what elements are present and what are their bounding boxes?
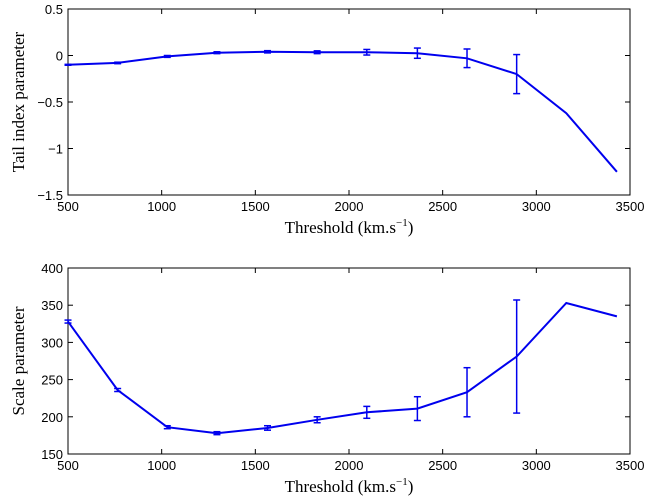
y-axis-label: Tail index parameter (9, 31, 28, 172)
error-bar (163, 54, 171, 59)
error-bar (163, 424, 171, 430)
series-line (67, 301, 618, 435)
error-bar (114, 61, 122, 65)
y-tick-label: −1.5 (37, 188, 63, 203)
y-tick-label: −0.5 (37, 95, 63, 110)
error-bar (413, 395, 421, 422)
error-bar (363, 48, 371, 56)
x-tick-label: 2500 (428, 199, 457, 214)
error-bar (313, 50, 321, 55)
y-tick-label: 150 (41, 447, 63, 462)
chart-panel-2: 500 1000 1500 2000 2500 3000 3500 150 200 250 300 3… (9, 261, 644, 496)
error-bar (413, 47, 421, 60)
error-bar (114, 387, 122, 393)
error-bar (64, 63, 72, 67)
error-bar (463, 48, 471, 69)
plot-frame (67, 8, 631, 196)
x-tick-label: 1000 (147, 199, 176, 214)
x-tick-label: 1500 (241, 199, 270, 214)
y-tick-label: 250 (41, 373, 63, 388)
x-tick-label: 3500 (616, 458, 645, 473)
x-tick-label: 2500 (428, 458, 457, 473)
y-tick-label: 0 (56, 49, 63, 64)
y-tick-label: −1 (48, 142, 63, 157)
x-tick-label: 3000 (522, 458, 551, 473)
error-bar (264, 424, 272, 431)
y-axis-label: Scale parameter (9, 306, 28, 415)
error-bar (213, 51, 221, 55)
x-tick-label: 3500 (616, 199, 645, 214)
x-tick-label: 500 (57, 458, 79, 473)
x-tick-label: 3000 (522, 199, 551, 214)
error-bar (463, 366, 471, 418)
error-bar (264, 49, 272, 54)
x-tick-label: 2000 (335, 458, 364, 473)
y-tick-label: 400 (41, 261, 63, 276)
y-tick-label: 300 (41, 335, 63, 350)
x-tick-label: 2000 (335, 199, 364, 214)
y-tick-label: 200 (41, 410, 63, 425)
error-bar (513, 299, 521, 414)
x-tick-label: 1500 (241, 458, 270, 473)
plot-frame (67, 267, 631, 455)
error-bar (213, 430, 221, 436)
series-line (67, 50, 618, 173)
x-tick-label: 500 (57, 199, 79, 214)
x-axis-label: Threshold (km.s−1) (285, 217, 414, 237)
y-tick-label: 0.5 (45, 2, 63, 17)
y-tick-label: 350 (41, 298, 63, 313)
error-bar (363, 405, 371, 420)
error-bar (64, 319, 72, 324)
error-bar (513, 53, 521, 95)
chart-panel-1: 500 1000 1500 2000 2500 3000 3500 −1.5 −1 −0.5 0 0.… (9, 2, 644, 237)
error-bar (313, 416, 321, 424)
x-axis-label: Threshold (km.s−1) (285, 476, 414, 496)
x-tick-label: 1000 (147, 458, 176, 473)
